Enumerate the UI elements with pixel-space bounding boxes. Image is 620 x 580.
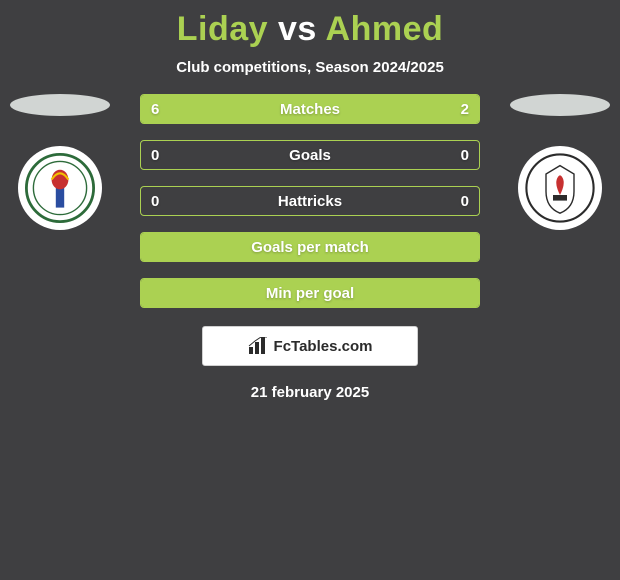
page-title: Liday vs Ahmed: [0, 0, 620, 49]
stat-bar: Min per goal: [140, 278, 480, 308]
stat-bar-label: Min per goal: [141, 285, 479, 302]
club-logo-right: [518, 146, 602, 230]
stat-bar: Goals0 0: [140, 140, 480, 170]
stat-bar-value-left: 0: [151, 193, 159, 210]
stat-bar-value-left: 0: [151, 147, 159, 164]
stat-bar-label: Matches: [141, 101, 479, 118]
stat-bar-value-left: 6: [151, 101, 159, 118]
stat-bar-label: Goals: [141, 147, 479, 164]
brand-box[interactable]: FcTables.com: [202, 326, 418, 366]
subtitle: Club competitions, Season 2024/2025: [0, 59, 620, 76]
title-vs: vs: [278, 10, 317, 48]
stat-bar-label: Goals per match: [141, 239, 479, 256]
comparison-panel: Matches62Goals00Hattricks00Goals per mat…: [0, 94, 620, 401]
brand-text: FcTables.com: [274, 338, 373, 355]
stat-bar-label: Hattricks: [141, 193, 479, 210]
stat-bar-value-right: 0: [461, 193, 469, 210]
player-marker-right: [510, 94, 610, 116]
date-text: 21 february 2025: [0, 384, 620, 401]
title-player2: Ahmed: [326, 10, 444, 48]
title-player1: Liday: [177, 10, 268, 48]
player-marker-left: [10, 94, 110, 116]
club-right-icon: [525, 153, 595, 223]
stat-bar: Hattricks0 0: [140, 186, 480, 216]
stat-bar: Matches6 2: [140, 94, 480, 124]
stat-bar-value-right: 2: [461, 101, 469, 118]
stat-bar-value-right: 0: [461, 147, 469, 164]
bar-chart-icon: [248, 337, 268, 355]
stat-bar: Goals per match: [140, 232, 480, 262]
stat-bars: Matches62Goals00Hattricks00Goals per mat…: [140, 94, 480, 308]
club-logo-left: [18, 146, 102, 230]
club-left-icon: [25, 153, 95, 223]
